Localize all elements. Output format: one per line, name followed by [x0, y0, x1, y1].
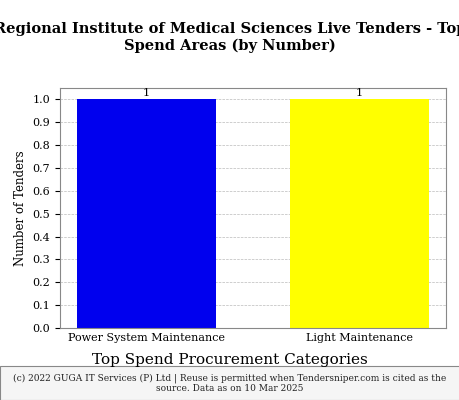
- Text: Top Spend Procurement Categories: Top Spend Procurement Categories: [92, 353, 367, 367]
- Text: 1: 1: [355, 88, 362, 98]
- Bar: [290, 100, 428, 328]
- Text: 1: 1: [143, 88, 150, 98]
- Text: (c) 2022 GUGA IT Services (P) Ltd | Reuse is permitted when Tendersniper.com is : (c) 2022 GUGA IT Services (P) Ltd | Reus…: [13, 373, 446, 393]
- Y-axis label: Number of Tenders: Number of Tenders: [14, 150, 27, 266]
- FancyBboxPatch shape: [0, 366, 459, 400]
- Text: Regional Institute of Medical Sciences Live Tenders - Top
Spend Areas (by Number: Regional Institute of Medical Sciences L…: [0, 22, 459, 53]
- Bar: [77, 100, 215, 328]
